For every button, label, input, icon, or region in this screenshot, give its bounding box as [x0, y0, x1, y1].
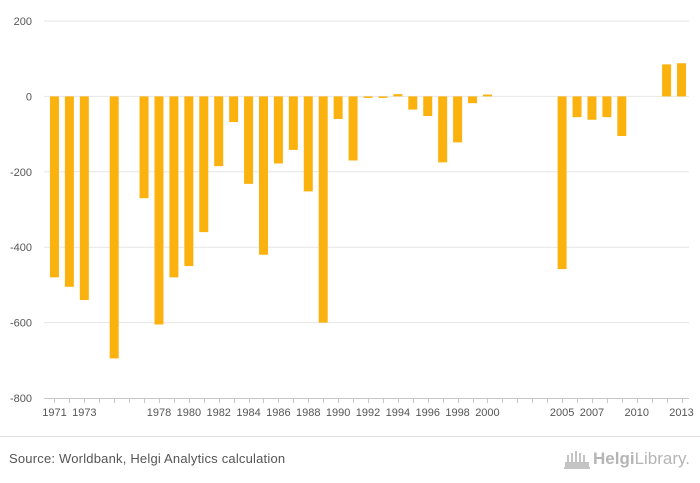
x-tick-label: 2000 [475, 407, 499, 419]
bar-1998[interactable] [453, 96, 463, 143]
bar-1993[interactable] [378, 96, 388, 98]
logo-text-bold: Helgi [593, 449, 635, 468]
x-tick-label: 1984 [236, 407, 260, 419]
bar-1988[interactable] [303, 96, 313, 192]
x-tick-label: 1994 [386, 407, 410, 419]
bar-1983[interactable] [229, 96, 239, 123]
y-tick-label: -600 [10, 318, 32, 330]
x-tick-label: 1986 [266, 407, 290, 419]
bar-1984[interactable] [244, 96, 254, 184]
x-tick-label: 1988 [296, 407, 320, 419]
bar-1978[interactable] [154, 96, 164, 325]
bar-chart: 2000-200-400-600-800 1971 1973 1978 1980 198… [10, 16, 694, 419]
x-tick-label: 1980 [177, 407, 201, 419]
bar-1997[interactable] [438, 96, 448, 163]
bar-1972[interactable] [64, 96, 74, 287]
bar-1991[interactable] [348, 96, 358, 161]
y-tick-label: -200 [10, 167, 32, 179]
x-tick-label: 1996 [415, 407, 439, 419]
bar-1994[interactable] [393, 94, 403, 97]
bar-1979[interactable] [169, 96, 179, 278]
x-tick-label: 1978 [147, 407, 171, 419]
bar-1973[interactable] [79, 96, 89, 300]
x-tick-label: 1982 [206, 407, 230, 419]
bar-1980[interactable] [184, 96, 194, 267]
bar-1975[interactable] [109, 96, 119, 359]
x-tick-label: 2010 [625, 407, 649, 419]
logo-text: HelgiLibrary. [593, 449, 690, 469]
x-tick-label: 2005 [550, 407, 574, 419]
bar-2000[interactable] [482, 94, 492, 97]
bar-2007[interactable] [587, 96, 597, 120]
bar-2012[interactable] [662, 64, 672, 97]
bar-1977[interactable] [139, 96, 149, 199]
source-note: Source: Worldbank, Helgi Analytics calcu… [9, 451, 286, 466]
y-axis-ticks: 200 0 -200 -400 -600 -800 [10, 16, 32, 405]
bar-1987[interactable] [288, 96, 298, 150]
logo-text-light: Library. [634, 449, 690, 468]
bar-2005[interactable] [557, 96, 567, 270]
y-tick-label: -400 [10, 242, 32, 254]
y-tick-label: 0 [26, 91, 32, 103]
x-tick-label: 1992 [356, 407, 380, 419]
library-icon [564, 451, 590, 469]
x-axis: 1971 1973 1978 1980 1982 1984 1986 1988 1990 1992… [42, 398, 694, 419]
bar-1981[interactable] [199, 96, 209, 233]
bar-1996[interactable] [423, 96, 433, 117]
helgi-library-logo[interactable]: HelgiLibrary. [564, 448, 690, 470]
bar-1971[interactable] [49, 96, 59, 278]
x-tick-label: 1990 [326, 407, 350, 419]
x-tick-label: 1998 [445, 407, 469, 419]
bar-1986[interactable] [273, 96, 283, 164]
y-tick-label: -800 [10, 393, 32, 405]
bar-1982[interactable] [214, 96, 224, 167]
x-tick-label: 2013 [669, 407, 693, 419]
bar-2006[interactable] [572, 96, 582, 118]
bar-1989[interactable] [318, 96, 328, 323]
x-tick-label: 2007 [580, 407, 604, 419]
bar-1985[interactable] [258, 96, 268, 255]
x-tick-label: 1971 [42, 407, 66, 419]
bar-2013[interactable] [677, 63, 687, 97]
bar-1995[interactable] [408, 96, 418, 110]
bars [49, 63, 687, 359]
bar-1990[interactable] [333, 96, 343, 120]
x-tick-label: 1973 [72, 407, 96, 419]
bar-1999[interactable] [468, 96, 478, 104]
bar-2009[interactable] [617, 96, 627, 136]
y-tick-label: 200 [14, 16, 32, 28]
bar-2008[interactable] [602, 96, 612, 118]
bar-1992[interactable] [363, 96, 373, 98]
chart-footer: Source: Worldbank, Helgi Analytics calcu… [0, 436, 700, 483]
